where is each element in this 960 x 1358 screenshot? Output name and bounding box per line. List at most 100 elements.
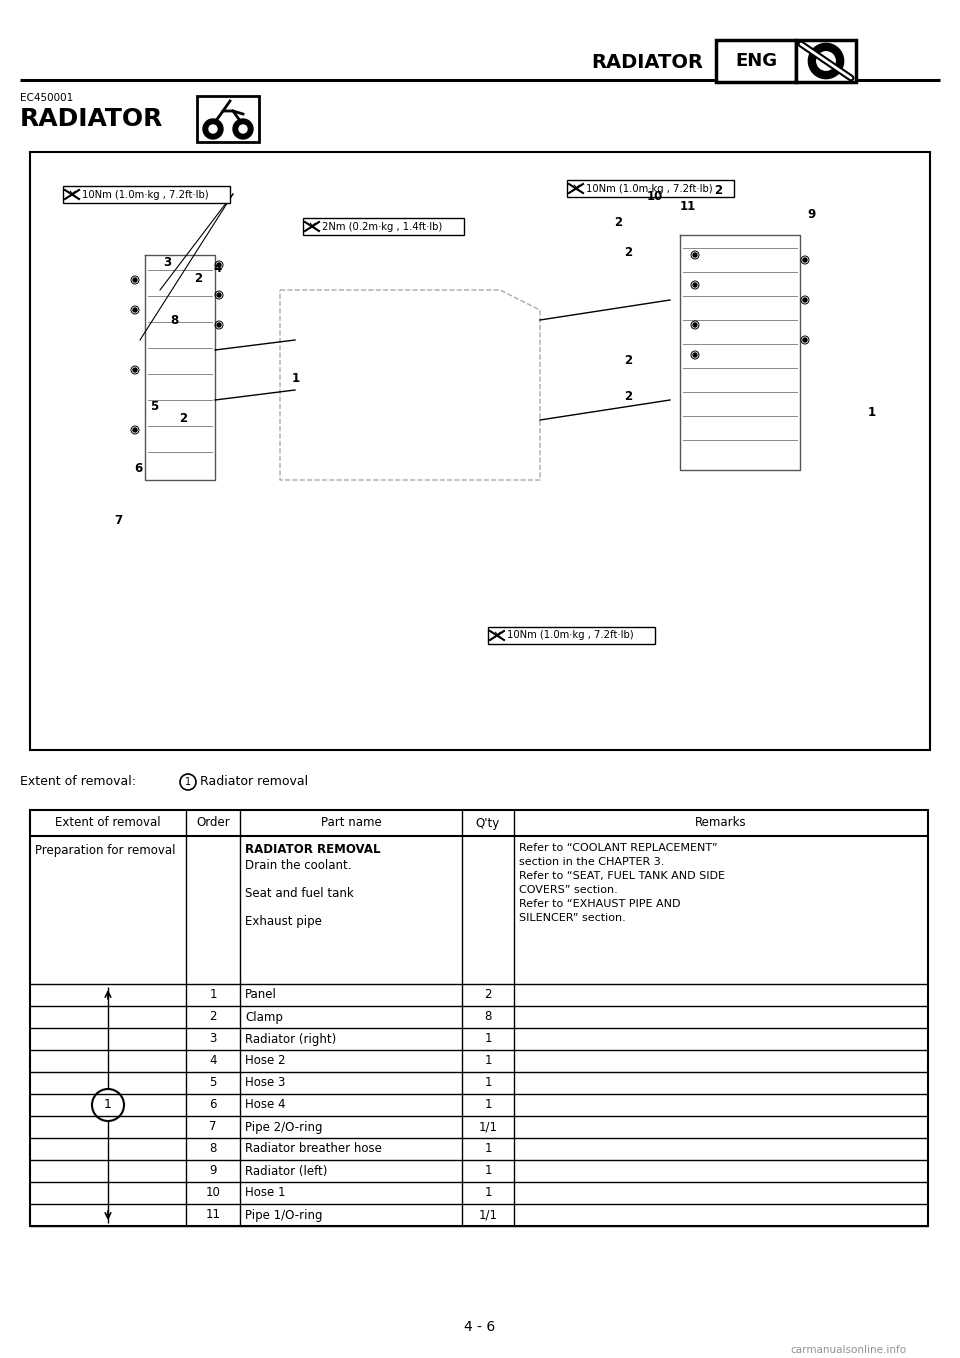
Text: 8: 8 <box>484 1010 492 1024</box>
Text: 5: 5 <box>209 1077 217 1089</box>
Text: 6: 6 <box>133 462 142 474</box>
Circle shape <box>217 263 221 268</box>
Text: 9: 9 <box>209 1165 217 1177</box>
Bar <box>716 39 796 81</box>
Text: Hose 2: Hose 2 <box>245 1055 285 1067</box>
Text: 7: 7 <box>114 513 122 527</box>
Bar <box>303 219 465 235</box>
Text: Clamp: Clamp <box>245 1010 283 1024</box>
Circle shape <box>203 120 223 139</box>
Circle shape <box>693 323 697 327</box>
Text: 1: 1 <box>484 1055 492 1067</box>
Text: Refer to “SEAT, FUEL TANK AND SIDE: Refer to “SEAT, FUEL TANK AND SIDE <box>519 870 725 881</box>
Text: Hose 3: Hose 3 <box>245 1077 285 1089</box>
Text: 11: 11 <box>205 1209 221 1221</box>
Text: 9: 9 <box>808 209 816 221</box>
Text: Refer to “EXHAUST PIPE AND: Refer to “EXHAUST PIPE AND <box>519 899 681 909</box>
Bar <box>30 152 930 750</box>
Text: 11: 11 <box>680 201 696 213</box>
Bar <box>197 96 259 143</box>
Text: ENG: ENG <box>735 52 777 71</box>
Circle shape <box>133 368 137 372</box>
Text: 8: 8 <box>209 1142 217 1156</box>
Circle shape <box>803 297 807 301</box>
Text: Order: Order <box>196 816 229 830</box>
Text: 10Nm (1.0m·kg , 7.2ft·lb): 10Nm (1.0m·kg , 7.2ft·lb) <box>507 630 634 641</box>
Text: 2Nm (0.2m·kg , 1.4ft·lb): 2Nm (0.2m·kg , 1.4ft·lb) <box>322 221 443 231</box>
Bar <box>30 809 928 1226</box>
Text: 1: 1 <box>484 1077 492 1089</box>
Text: 4: 4 <box>209 1055 217 1067</box>
Text: RADIATOR REMOVAL: RADIATOR REMOVAL <box>245 843 380 856</box>
Circle shape <box>803 338 807 342</box>
Circle shape <box>217 293 221 297</box>
Text: Extent of removal:: Extent of removal: <box>20 775 136 788</box>
Text: 1: 1 <box>185 777 191 788</box>
Text: Part name: Part name <box>321 816 381 830</box>
Text: 10Nm (1.0m·kg , 7.2ft·lb): 10Nm (1.0m·kg , 7.2ft·lb) <box>586 183 712 193</box>
Bar <box>567 181 734 197</box>
Text: section in the CHAPTER 3.: section in the CHAPTER 3. <box>519 857 664 866</box>
Text: Remarks: Remarks <box>695 816 747 830</box>
Text: 4 - 6: 4 - 6 <box>465 1320 495 1334</box>
Text: 1/1: 1/1 <box>478 1120 497 1134</box>
Text: 1: 1 <box>484 1165 492 1177</box>
Text: 2: 2 <box>624 247 632 259</box>
Text: 1: 1 <box>292 372 300 384</box>
Text: 2: 2 <box>624 353 632 367</box>
Text: Pipe 2/O-ring: Pipe 2/O-ring <box>245 1120 323 1134</box>
Text: 2: 2 <box>194 272 202 284</box>
Circle shape <box>233 120 253 139</box>
Text: 2: 2 <box>714 183 722 197</box>
Text: Exhaust pipe: Exhaust pipe <box>245 915 322 928</box>
Text: 10: 10 <box>647 190 663 202</box>
Circle shape <box>817 52 835 71</box>
Text: Preparation for removal: Preparation for removal <box>35 845 176 857</box>
Circle shape <box>693 253 697 257</box>
Text: Seat and fuel tank: Seat and fuel tank <box>245 887 353 900</box>
Text: Pipe 1/O-ring: Pipe 1/O-ring <box>245 1209 323 1221</box>
Text: 5: 5 <box>150 399 158 413</box>
Circle shape <box>693 282 697 287</box>
Bar <box>488 627 655 644</box>
Text: Hose 4: Hose 4 <box>245 1099 285 1111</box>
Text: RADIATOR: RADIATOR <box>20 107 163 130</box>
Text: 1/1: 1/1 <box>478 1209 497 1221</box>
Text: 2: 2 <box>179 411 187 425</box>
Text: Hose 1: Hose 1 <box>245 1187 285 1199</box>
Text: Refer to “COOLANT REPLACEMENT”: Refer to “COOLANT REPLACEMENT” <box>519 843 718 853</box>
Text: Radiator removal: Radiator removal <box>200 775 308 788</box>
Text: 2: 2 <box>484 989 492 1001</box>
Text: ⨯: ⨯ <box>571 183 581 193</box>
Text: Extent of removal: Extent of removal <box>55 816 161 830</box>
Text: 1: 1 <box>868 406 876 418</box>
Text: EC450001: EC450001 <box>20 92 73 103</box>
Text: 1: 1 <box>484 1099 492 1111</box>
Text: 4: 4 <box>214 262 222 274</box>
Circle shape <box>217 323 221 327</box>
Text: 1: 1 <box>484 1187 492 1199</box>
Text: 1: 1 <box>104 1099 112 1111</box>
Text: COVERS” section.: COVERS” section. <box>519 885 617 895</box>
Text: ⨯: ⨯ <box>67 190 77 200</box>
Bar <box>63 186 230 202</box>
Text: 8: 8 <box>170 314 179 326</box>
Text: 7: 7 <box>209 1120 217 1134</box>
Text: 1: 1 <box>209 989 217 1001</box>
Circle shape <box>133 428 137 432</box>
Text: 1: 1 <box>484 1142 492 1156</box>
Text: Radiator breather hose: Radiator breather hose <box>245 1142 382 1156</box>
Text: 2: 2 <box>624 390 632 402</box>
Circle shape <box>803 258 807 262</box>
Text: 10Nm (1.0m·kg , 7.2ft·lb): 10Nm (1.0m·kg , 7.2ft·lb) <box>82 190 208 200</box>
Circle shape <box>133 308 137 312</box>
Text: Panel: Panel <box>245 989 276 1001</box>
Circle shape <box>693 353 697 357</box>
Text: 2: 2 <box>209 1010 217 1024</box>
Circle shape <box>239 125 247 133</box>
Circle shape <box>808 43 844 79</box>
Text: carmanualsonline.info: carmanualsonline.info <box>790 1344 906 1355</box>
Text: 3: 3 <box>209 1032 217 1046</box>
Text: ⨯: ⨯ <box>492 630 502 641</box>
Text: 2: 2 <box>614 216 622 228</box>
